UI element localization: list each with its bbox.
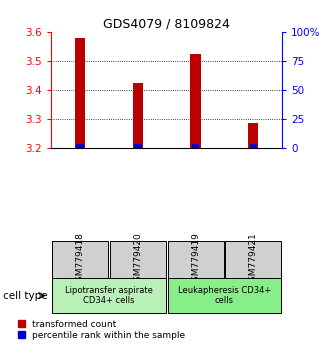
Bar	[225, 241, 281, 278]
Bar	[192, 144, 199, 148]
Bar	[168, 241, 223, 278]
Bar	[52, 278, 166, 313]
Title: GDS4079 / 8109824: GDS4079 / 8109824	[103, 18, 230, 31]
Text: GSM779420: GSM779420	[133, 232, 142, 287]
Bar	[76, 144, 84, 148]
Bar	[75, 38, 85, 148]
Bar	[248, 124, 258, 148]
Text: GSM779419: GSM779419	[191, 232, 200, 287]
Text: cell type: cell type	[3, 291, 48, 301]
Legend: transformed count, percentile rank within the sample: transformed count, percentile rank withi…	[18, 320, 185, 340]
Bar	[134, 144, 142, 148]
Bar	[110, 241, 166, 278]
Bar	[168, 278, 281, 313]
Text: Leukapheresis CD34+
cells: Leukapheresis CD34+ cells	[178, 286, 271, 305]
Text: Lipotransfer aspirate
CD34+ cells: Lipotransfer aspirate CD34+ cells	[65, 286, 153, 305]
Bar	[52, 241, 108, 278]
Text: GSM779421: GSM779421	[249, 232, 258, 287]
Bar	[133, 83, 143, 148]
Text: GSM779418: GSM779418	[76, 232, 84, 287]
Bar	[249, 144, 257, 148]
Bar	[190, 54, 201, 148]
